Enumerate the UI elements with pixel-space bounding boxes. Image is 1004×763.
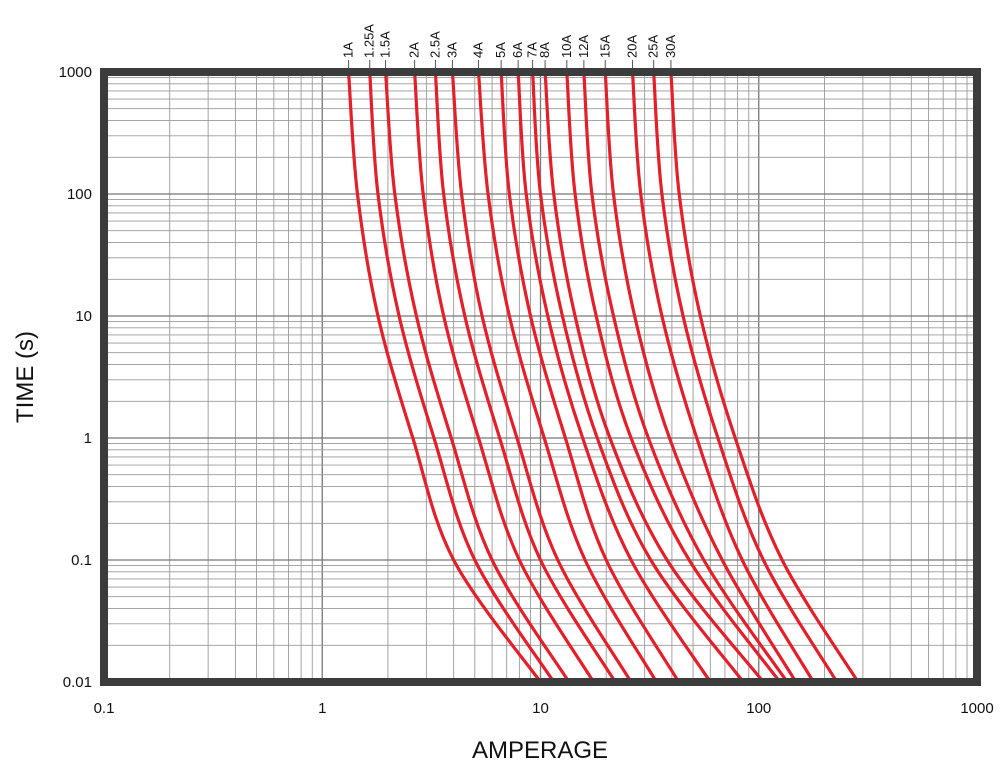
curve-15a bbox=[603, 70, 798, 684]
curve-1-25a bbox=[368, 70, 556, 684]
curve-25a bbox=[652, 70, 839, 684]
curve-5a bbox=[499, 70, 681, 684]
curve-label-7a: 7A bbox=[525, 42, 540, 58]
curve-8a bbox=[543, 70, 765, 684]
curve-label-12a: 12A bbox=[576, 35, 591, 58]
curve-label-6a: 6A bbox=[510, 42, 525, 58]
curve-3a bbox=[450, 70, 633, 684]
curves bbox=[346, 70, 860, 684]
x-tick-label: 10 bbox=[532, 700, 549, 717]
curve-label-3a: 3A bbox=[444, 42, 459, 58]
curve-7a bbox=[531, 70, 745, 684]
curve-label-1-5a: 1.5A bbox=[378, 31, 393, 58]
y-tick-labels: 0.01 0.1 1 10 100 1000 bbox=[59, 64, 92, 691]
curve-2-5a bbox=[433, 70, 617, 684]
grid bbox=[103, 72, 977, 683]
x-axis-title: AMPERAGE bbox=[472, 737, 608, 763]
curve-label-1a: 1A bbox=[341, 42, 356, 58]
plot-frame bbox=[100, 68, 981, 686]
x-tick-label: 0.1 bbox=[94, 700, 115, 717]
curve-label-25a: 25A bbox=[646, 35, 661, 58]
y-axis-title: TIME (s) bbox=[12, 331, 39, 423]
curve-label-2a: 2A bbox=[407, 42, 422, 58]
x-tick-label: 1 bbox=[318, 700, 326, 717]
x-tick-label: 1000 bbox=[960, 700, 993, 717]
curve-10a bbox=[565, 70, 782, 684]
curve-label-4a: 4A bbox=[471, 42, 486, 58]
y-tick-label: 0.01 bbox=[63, 674, 92, 691]
curve-2a bbox=[413, 70, 596, 684]
curve-1-5a bbox=[383, 70, 571, 684]
curve-12a bbox=[582, 70, 789, 684]
curve-label-2-5a: 2.5A bbox=[427, 31, 442, 58]
curve-label-1-25a: 1.25A bbox=[362, 24, 377, 58]
x-tick-labels: 0.1 1 10 100 1000 bbox=[94, 700, 994, 717]
x-tick-label: 100 bbox=[746, 700, 771, 717]
curve-label-15a: 15A bbox=[597, 35, 612, 58]
y-tick-label: 100 bbox=[67, 186, 92, 203]
curve-label-30a: 30A bbox=[663, 35, 678, 58]
y-tick-label: 1 bbox=[84, 430, 92, 447]
curve-1a bbox=[346, 70, 543, 684]
curve-label-8a: 8A bbox=[537, 42, 552, 58]
curve-4a bbox=[476, 70, 659, 684]
y-tick-label: 10 bbox=[75, 308, 92, 325]
curve-6a bbox=[516, 70, 712, 684]
curve-label-20a: 20A bbox=[625, 35, 640, 58]
curve-label-5a: 5A bbox=[493, 42, 508, 58]
curve-20a bbox=[630, 70, 815, 684]
y-tick-label: 0.1 bbox=[71, 552, 92, 569]
curve-30a bbox=[669, 70, 860, 684]
y-tick-label: 1000 bbox=[59, 64, 92, 81]
curve-label-10a: 10A bbox=[559, 35, 574, 58]
